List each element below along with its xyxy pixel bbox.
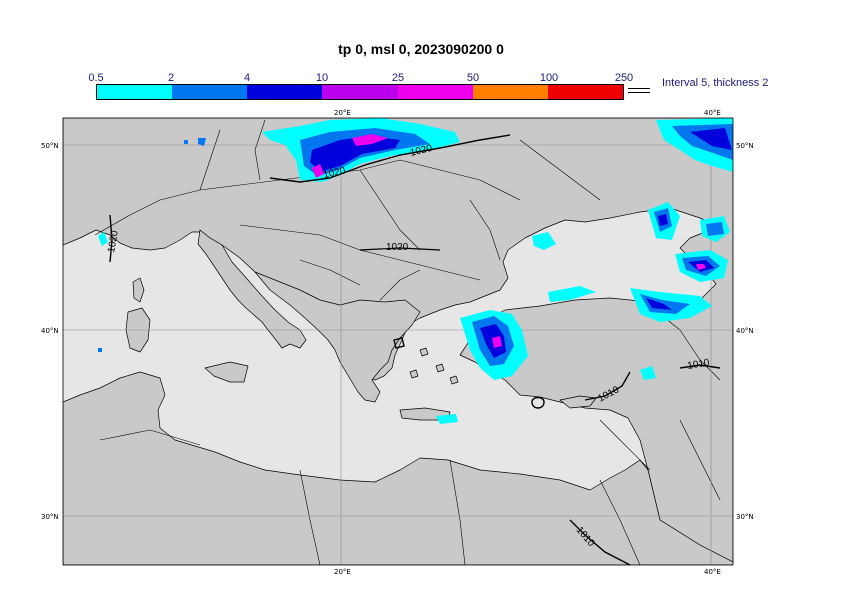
- precip-cell-central-europe: [262, 118, 460, 182]
- precip-cell-east-anatolia: [675, 250, 728, 282]
- precip-cell-small: [98, 138, 656, 380]
- lon-label-top: 40°E: [704, 109, 721, 117]
- precip-cell-georgia: [648, 202, 730, 242]
- legend-swatch-1: [97, 85, 173, 99]
- land-africa: [63, 371, 733, 565]
- legend-swatch-3: [247, 85, 323, 99]
- legend-swatch-2: [172, 85, 248, 99]
- land-corsica: [132, 277, 145, 303]
- legend-tick-label: 250: [614, 72, 634, 84]
- lon-label-bottom: 20°E: [334, 568, 351, 576]
- legend-tick-label: 0.5: [88, 72, 104, 84]
- precip-cell-west-anatolia: [436, 310, 528, 424]
- legend-tick-label: 4: [243, 72, 251, 84]
- legend-tick-label: 10: [315, 72, 329, 84]
- precipitation-legend: [96, 84, 624, 100]
- land-italy: [197, 229, 307, 349]
- legend-swatch-5: [397, 85, 473, 99]
- lat-label-left: 50°N: [41, 142, 59, 150]
- graticule: [63, 118, 733, 565]
- isobar-label: 1020: [106, 229, 121, 253]
- legend-tick-label: 50: [466, 72, 480, 84]
- land-balkans: [254, 271, 421, 403]
- precipitation-layer: [98, 118, 733, 424]
- lat-label-right: 40°N: [736, 327, 754, 335]
- legend-swatch-6: [472, 85, 548, 99]
- legend-swatch-7: [547, 85, 623, 99]
- map-frame: [62, 117, 734, 566]
- isobar-label: 1020: [409, 143, 434, 159]
- land-sicily: [204, 361, 249, 383]
- isobar-label: 1020: [386, 242, 409, 253]
- interval-line-bottom: [628, 92, 650, 93]
- interval-line-top: [628, 88, 650, 89]
- isobar-label: 1010: [687, 357, 711, 372]
- lat-label-left: 40°N: [41, 327, 59, 335]
- lat-label-right: 30°N: [736, 513, 754, 521]
- lat-label-right: 50°N: [736, 142, 754, 150]
- legend-swatch-4: [322, 85, 398, 99]
- lon-label-top: 20°E: [334, 109, 351, 117]
- interval-label: Interval 5, thickness 2: [662, 77, 769, 89]
- legend-tick-label: 100: [539, 72, 559, 84]
- land-aegean-islands: [409, 347, 459, 385]
- isobars: [109, 134, 721, 566]
- legend-tick-label: 2: [167, 72, 175, 84]
- chart-title: tp 0, msl 0, 2023090200 0: [338, 41, 504, 57]
- lat-label-left: 30°N: [41, 513, 59, 521]
- isobar-label: 1020: [322, 165, 346, 180]
- precip-cell-north-anatolia: [532, 232, 712, 322]
- legend-tick-label: 25: [391, 72, 405, 84]
- lon-label-bottom: 40°E: [704, 568, 721, 576]
- precip-cell-caucasus: [656, 118, 733, 172]
